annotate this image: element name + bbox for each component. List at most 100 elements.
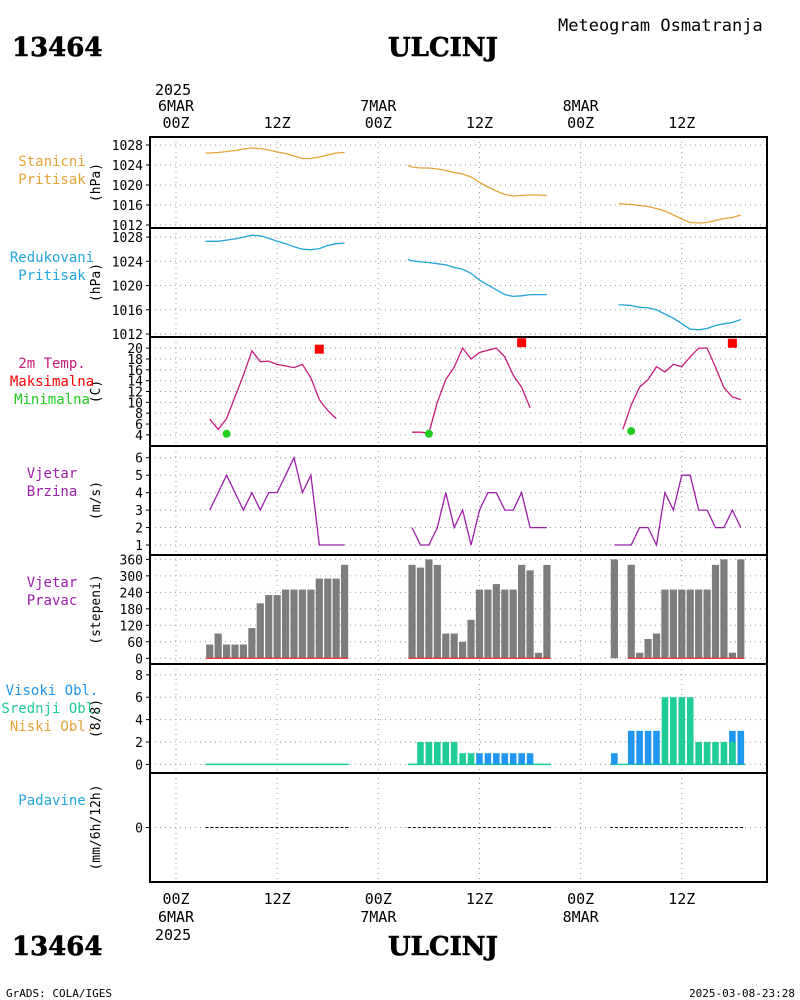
station-id-bottom: 13464	[12, 932, 102, 962]
cloud-bar	[720, 742, 728, 765]
wind-direction-bar	[450, 633, 458, 659]
wind-direction-bar	[315, 578, 323, 659]
cloud-bar	[425, 742, 433, 765]
wind-direction-bar	[636, 652, 644, 659]
wind-series-line	[411, 490, 547, 546]
product-title: Meteogram Osmatranja	[558, 16, 763, 36]
time-tick-label: 00Z	[162, 890, 189, 908]
wind-series-line	[614, 474, 742, 548]
cloud-bar	[509, 753, 517, 765]
panel-wind: 1 2 3 4 5 6 (m/s) Vjetar Brzina	[27, 445, 768, 556]
y-tick-label: 16	[127, 364, 143, 379]
tmin-marker	[627, 427, 636, 436]
time-tick-label: 00Z	[567, 890, 594, 908]
temp-series-line	[622, 347, 741, 430]
wind-direction-bar	[467, 619, 475, 659]
panel-label: Maksimalna	[10, 374, 94, 390]
y-axis-label: (hPa)	[89, 263, 104, 302]
y-tick-label: 2	[135, 522, 143, 537]
y-tick-label: 18	[127, 353, 143, 368]
time-date-label: 8MAR	[563, 97, 600, 115]
wind-direction-bar	[610, 559, 618, 659]
wind-direction-bar	[239, 644, 248, 659]
wind-direction-bar	[678, 589, 686, 659]
cloud-bar	[518, 753, 525, 765]
y-axis-label: (stepeni)	[89, 574, 104, 644]
panel-redukovani: 1012 1016 1020 1024 1028 (hPa)Redukovani Priti…	[10, 227, 768, 343]
y-tick-label: 120	[120, 619, 143, 634]
y-tick-label: 20	[127, 342, 143, 357]
y-tick-label: 1024	[112, 255, 143, 270]
wind-direction-bar	[711, 564, 720, 659]
panel-label: Pritisak	[18, 172, 86, 188]
time-tick-label: 00Z	[365, 114, 392, 132]
time-tick-label: 00Z	[365, 890, 392, 908]
cloud-bar	[661, 697, 669, 765]
wind-direction-bar	[433, 564, 441, 659]
wind-direction-bar	[425, 559, 433, 659]
cloud-bar	[712, 742, 719, 765]
wind-direction-bar	[720, 559, 728, 659]
y-tick-label: 1012	[112, 219, 143, 234]
panel-label: Niski Obl.	[10, 719, 94, 735]
y-tick-label: 60	[127, 636, 143, 651]
panel-label: Minimalna	[14, 392, 90, 408]
panel-label: Brzina	[27, 484, 78, 500]
time-date-label: 6MAR	[158, 908, 195, 926]
cloud-bar	[636, 730, 643, 765]
wind-direction-bar	[273, 595, 281, 659]
y-tick-label: 1016	[112, 304, 143, 319]
time-tick-label: 12Z	[668, 890, 695, 908]
stanicni-series-line	[618, 202, 741, 224]
wind-direction-bar	[281, 589, 290, 659]
time-tick-label: 12Z	[668, 114, 695, 132]
panel-frame	[149, 136, 768, 229]
y-tick-label: 180	[120, 603, 143, 618]
panel-label: Pravac	[27, 593, 78, 609]
wind-direction-bar	[737, 559, 745, 659]
y-tick-label: 4	[135, 487, 143, 502]
cloud-bar	[417, 742, 424, 765]
y-tick-label: 240	[120, 586, 143, 601]
wind-direction-bar	[408, 564, 416, 659]
wind-direction-bar	[492, 584, 500, 659]
cloud-bar	[703, 742, 711, 765]
panel-label: Pritisak	[18, 268, 86, 284]
panel-label: Stanicni	[18, 154, 85, 170]
y-tick-label: 6	[135, 418, 143, 433]
cloud-bar	[653, 730, 660, 765]
y-tick-label: 1012	[112, 328, 143, 343]
temp-series-line	[209, 349, 337, 431]
panel-clouds: 0 2 4 6 8 (8/8)Visoki Obl. Srednji Obl. Niski O…	[1, 663, 768, 774]
y-tick-label: 1028	[112, 139, 143, 154]
wind-series-line	[209, 455, 345, 546]
redukovani-series-line	[407, 258, 547, 298]
y-axis-label: (m/s)	[89, 481, 104, 520]
time-date-label: 7MAR	[360, 908, 397, 926]
wind-direction-bar	[256, 603, 264, 659]
wind-direction-bar	[686, 589, 694, 659]
y-tick-label: 12	[127, 386, 143, 401]
tmin-marker	[424, 429, 433, 438]
y-tick-label: 1024	[112, 159, 143, 174]
panel-label: Vjetar	[27, 575, 78, 591]
wind-direction-bar	[298, 589, 307, 659]
redukovani-series-line	[618, 304, 742, 331]
wind-direction-bar	[534, 652, 543, 659]
cloud-bar	[484, 753, 492, 765]
y-tick-label: 1028	[112, 231, 143, 246]
panel-frame	[149, 227, 768, 338]
y-tick-label: 3	[135, 504, 143, 519]
wind-direction-bar	[484, 589, 492, 659]
wind-direction-bar	[661, 589, 669, 659]
bottom-year: 2025	[155, 926, 191, 944]
wind-direction-bar	[231, 644, 239, 659]
redukovani-series-line	[205, 234, 345, 251]
y-tick-label: 6	[135, 691, 143, 706]
wind-direction-bar	[290, 589, 298, 659]
wind-direction-bar	[509, 589, 517, 659]
time-date-label: 6MAR	[158, 97, 195, 115]
cloud-bar	[476, 753, 483, 765]
